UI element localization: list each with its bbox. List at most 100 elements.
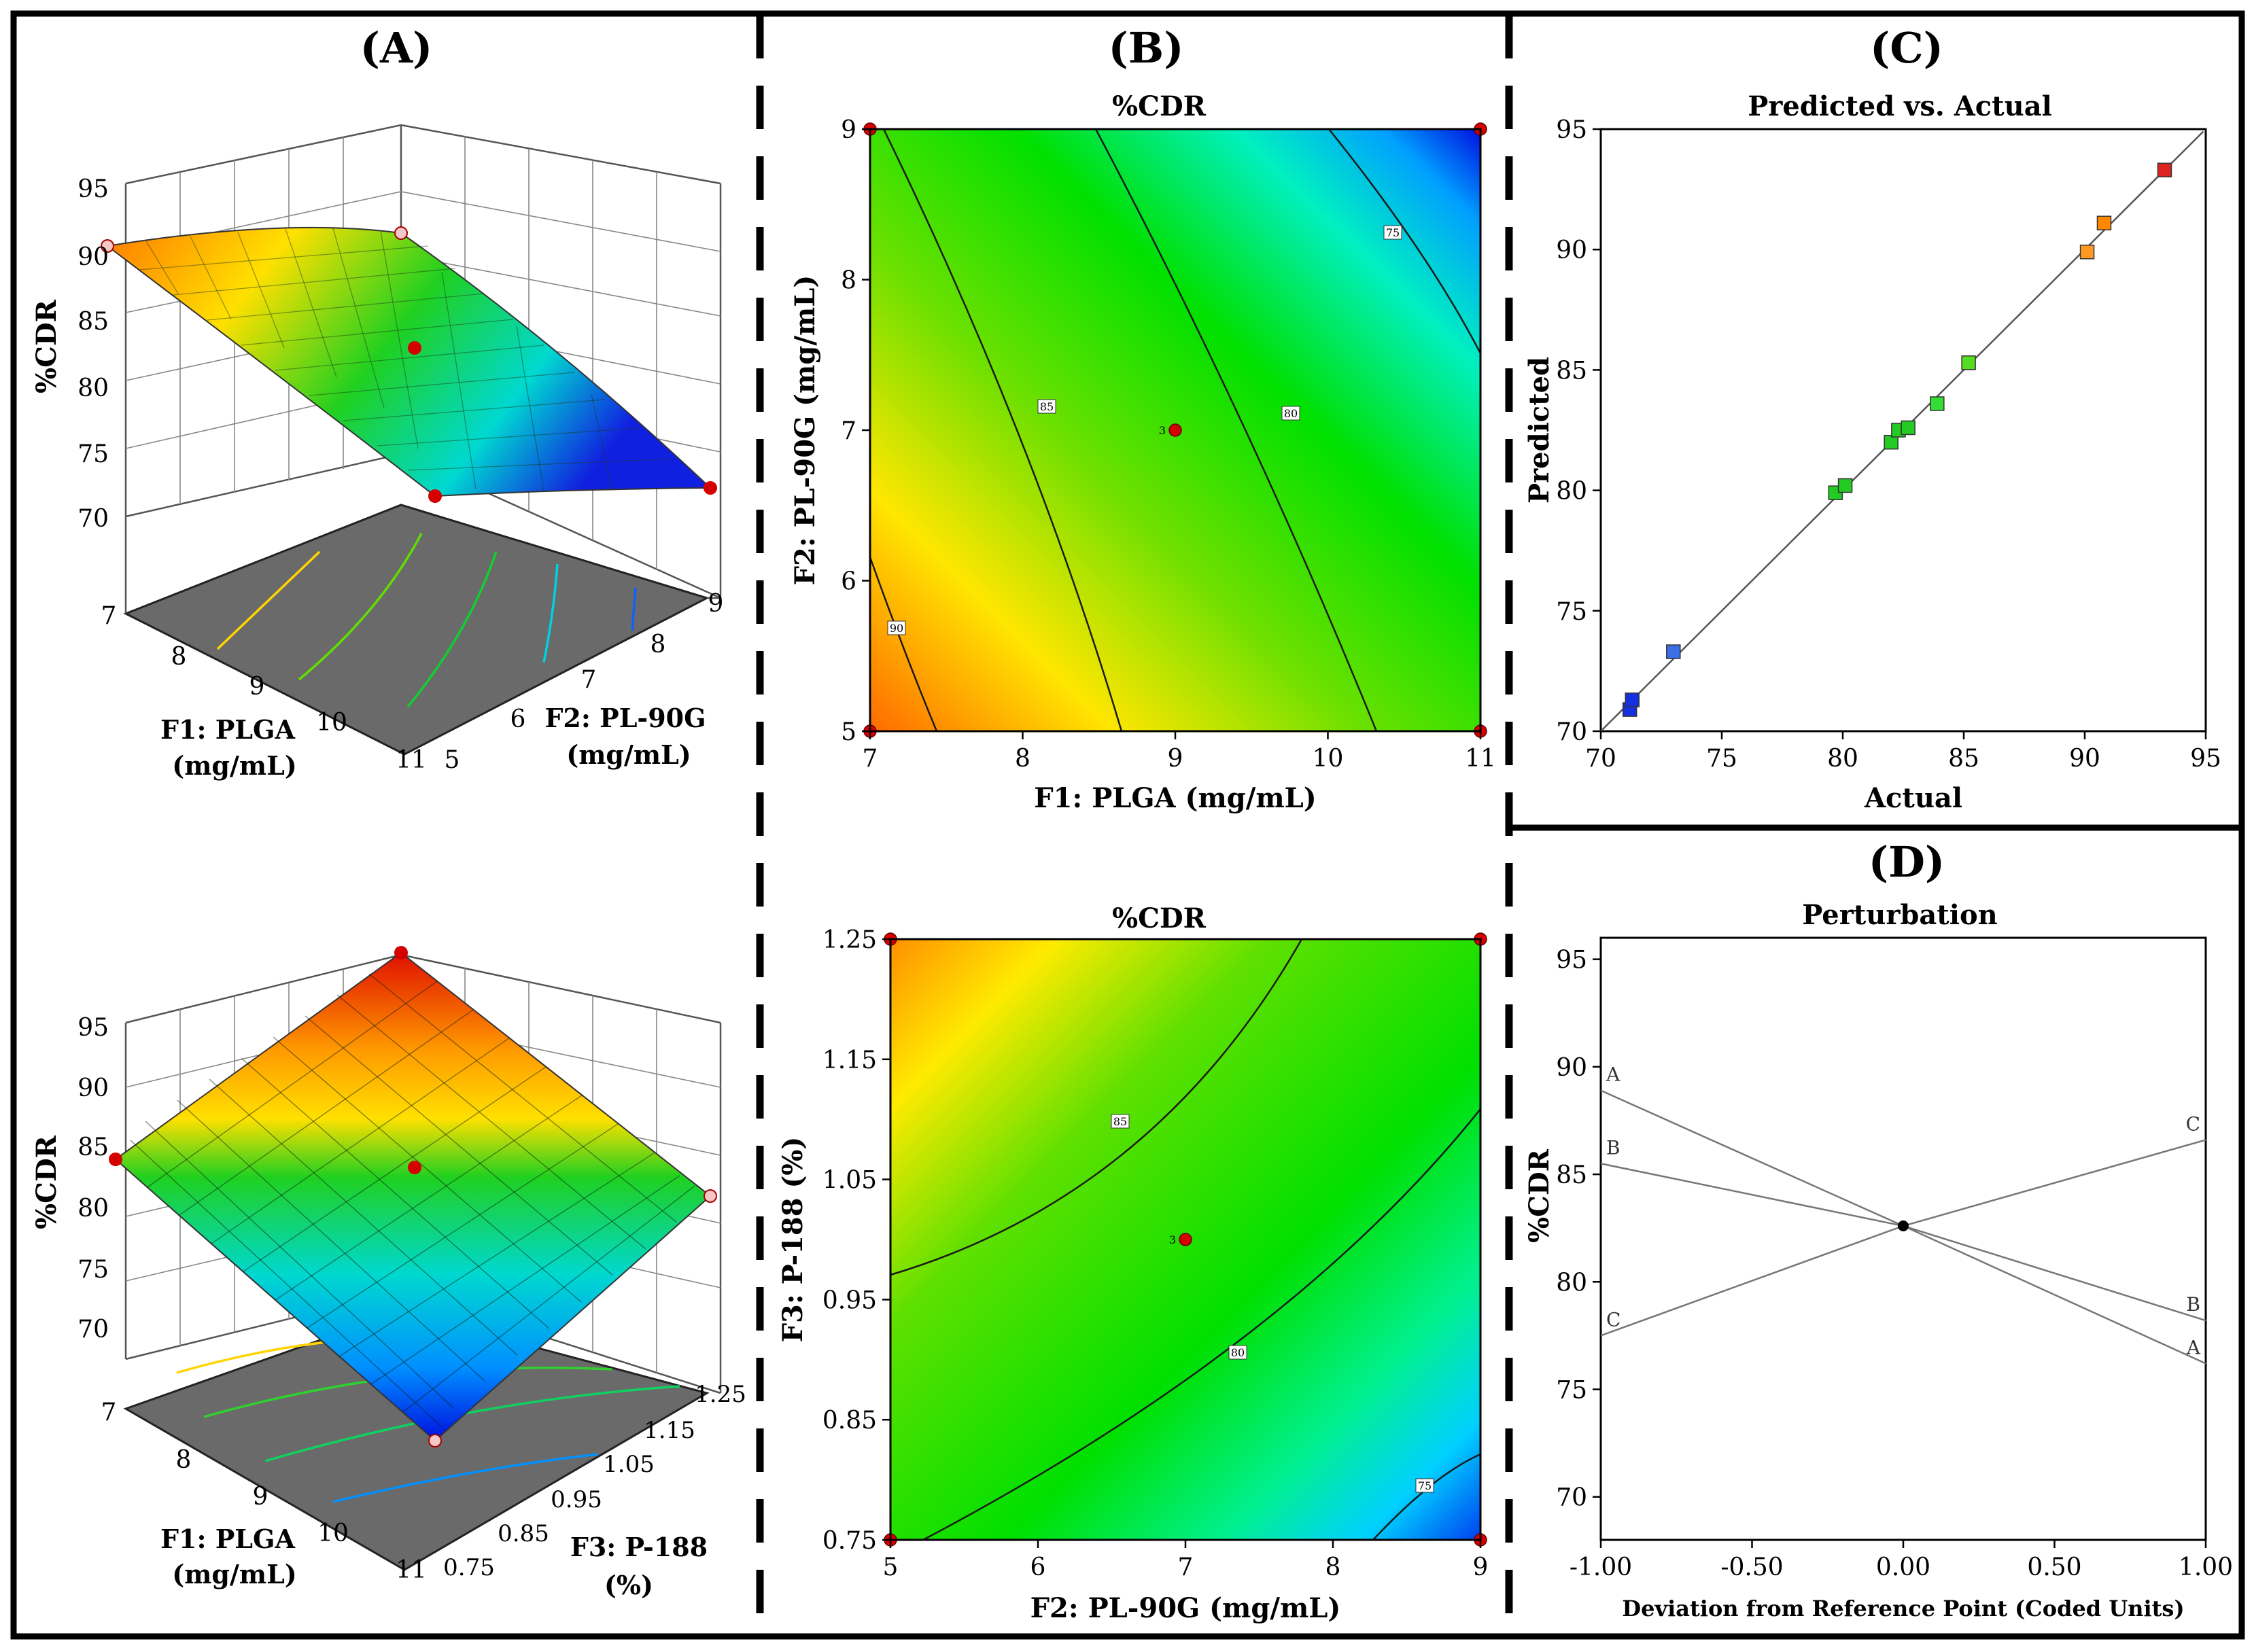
x-tick-label: 7 (1178, 1553, 1194, 1581)
y-tick-label: 80 (1556, 478, 1587, 506)
z-tick: 95 (77, 1014, 109, 1042)
plot-frame (1599, 936, 2207, 1541)
y-tick: 0.85 (498, 1520, 549, 1547)
z-tick: 80 (77, 1195, 109, 1223)
z-tick: 90 (77, 243, 109, 271)
x-tick-label: 1.00 (2179, 1553, 2233, 1581)
center-replicate-label: 3 (1159, 424, 1166, 437)
series-label-right: C (2186, 1112, 2200, 1135)
data-point (1961, 355, 1976, 370)
x-tick-label: 6 (1030, 1553, 1046, 1581)
y-tick-label: 70 (1556, 718, 1587, 746)
x-axis-label: Actual (1864, 782, 1962, 814)
design-point (704, 481, 717, 495)
chart-title: %CDR (1112, 90, 1207, 122)
contour-label: 80 (1284, 407, 1298, 420)
y-tick-label: 1.05 (822, 1167, 877, 1195)
box-front-edges (124, 516, 721, 614)
contour-plot-1: %CDR 90 85 80 75 3 7 8 9 10 11 5 6 7 8 9 F1: PLGA… (789, 90, 1496, 814)
y-tick-label: 8 (841, 267, 856, 295)
x-axis-label: F1: PLGA (160, 1524, 295, 1554)
y-tick-label: 90 (1556, 236, 1587, 264)
y-axis-label-unit: (%) (604, 1570, 653, 1600)
z-tick: 95 (77, 175, 109, 203)
outer-frame (10, 10, 2245, 1640)
response-surface (114, 951, 712, 1442)
y-tick: 6 (510, 705, 526, 733)
contour-labels: 90 85 80 75 (887, 225, 1402, 635)
x-tick-label: 75 (1706, 745, 1737, 773)
panel-label-a: (A) (360, 23, 433, 73)
x-tick: 8 (176, 1446, 192, 1474)
y-tick: 7 (581, 666, 597, 694)
y-tick-label: 75 (1556, 1377, 1587, 1405)
x-tick-label: -1.00 (1570, 1553, 1632, 1581)
x-tick: 7 (101, 602, 117, 630)
z-axis-label: %CDR (31, 1135, 63, 1229)
y-axis-label: F2: PL-90G (544, 703, 706, 733)
y-tick: 0.75 (443, 1554, 495, 1581)
panel-label-c: (C) (1870, 23, 1943, 73)
chart-title: Predicted vs. Actual (1748, 90, 2052, 122)
design-point (704, 1189, 717, 1203)
x-tick: 10 (316, 709, 347, 737)
y-tick-label: 9 (841, 116, 856, 144)
y-axis-label: F2: PL-90G (mg/mL) (789, 275, 821, 586)
y-axis-label: F3: P-188 (%) (777, 1137, 809, 1343)
x-axis-label: F2: PL-90G (mg/mL) (1030, 1592, 1341, 1624)
contour-label: 75 (1418, 1479, 1432, 1492)
data-point (1666, 644, 1681, 659)
y-tick-label: 90 (1556, 1054, 1587, 1082)
x-tick-label: 90 (2069, 745, 2100, 773)
x-tick-label: 8 (1015, 745, 1030, 773)
series-label-right: A (2186, 1337, 2201, 1359)
design-point (101, 239, 114, 253)
y-tick-label: 7 (841, 417, 856, 445)
y-axis-label-unit: (mg/mL) (566, 739, 691, 770)
y-tick-label: 1.25 (822, 926, 877, 954)
data-point (2157, 162, 2172, 177)
data-point (2096, 215, 2112, 230)
z-tick: 90 (77, 1074, 109, 1102)
contour-plot-2: %CDR 85 80 75 3 5 6 7 8 9 0.75 0.85 0.95 1.05 1.1… (777, 902, 1488, 1624)
x-tick-label: 0.00 (1876, 1553, 1930, 1581)
z-tick: 75 (77, 1256, 109, 1284)
panel-label-b: (B) (1108, 23, 1183, 73)
z-tick: 75 (77, 440, 109, 468)
contour-labels: 85 80 75 (1111, 1114, 1434, 1493)
design-point (109, 1153, 122, 1166)
y-tick-label: 95 (1556, 116, 1587, 144)
z-tick: 70 (77, 1316, 109, 1343)
y-tick-label: 5 (841, 718, 856, 746)
floor-contour-lines (216, 533, 637, 708)
x-tick-label: 0.50 (2027, 1553, 2081, 1581)
design-point (1168, 423, 1182, 437)
reference-point (1898, 1220, 1909, 1232)
x-axis-label: F1: PLGA (160, 714, 295, 745)
surface-mesh (139, 228, 674, 491)
x-tick-label: 11 (1465, 745, 1496, 773)
design-point (394, 226, 408, 240)
data-point (1930, 396, 1945, 411)
design-point (428, 1434, 442, 1447)
y-tick-label: 75 (1556, 598, 1587, 626)
x-axis-label: F1: PLGA (mg/mL) (1034, 782, 1316, 814)
center-point (408, 341, 421, 355)
series-label-left: A (1606, 1064, 1620, 1086)
y-tick: 5 (445, 746, 460, 774)
series-label-left: B (1606, 1136, 1620, 1159)
chart-title: Perturbation (1802, 899, 1997, 931)
contour-label: 85 (1040, 400, 1054, 413)
y-tick-label: 0.85 (822, 1407, 877, 1435)
series-label-left: C (1606, 1308, 1620, 1331)
contour-label: 80 (1231, 1346, 1245, 1359)
data-point (2079, 244, 2095, 260)
panel-label-d: (D) (1869, 837, 1945, 887)
x-tick: 11 (396, 1556, 427, 1584)
x-tick: 9 (253, 1483, 268, 1511)
x-tick-label: 80 (1827, 745, 1858, 773)
y-tick: 8 (651, 631, 666, 658)
design-point (1179, 1233, 1192, 1246)
y-tick-label: 6 (841, 568, 856, 596)
x-tick: 7 (101, 1399, 117, 1426)
